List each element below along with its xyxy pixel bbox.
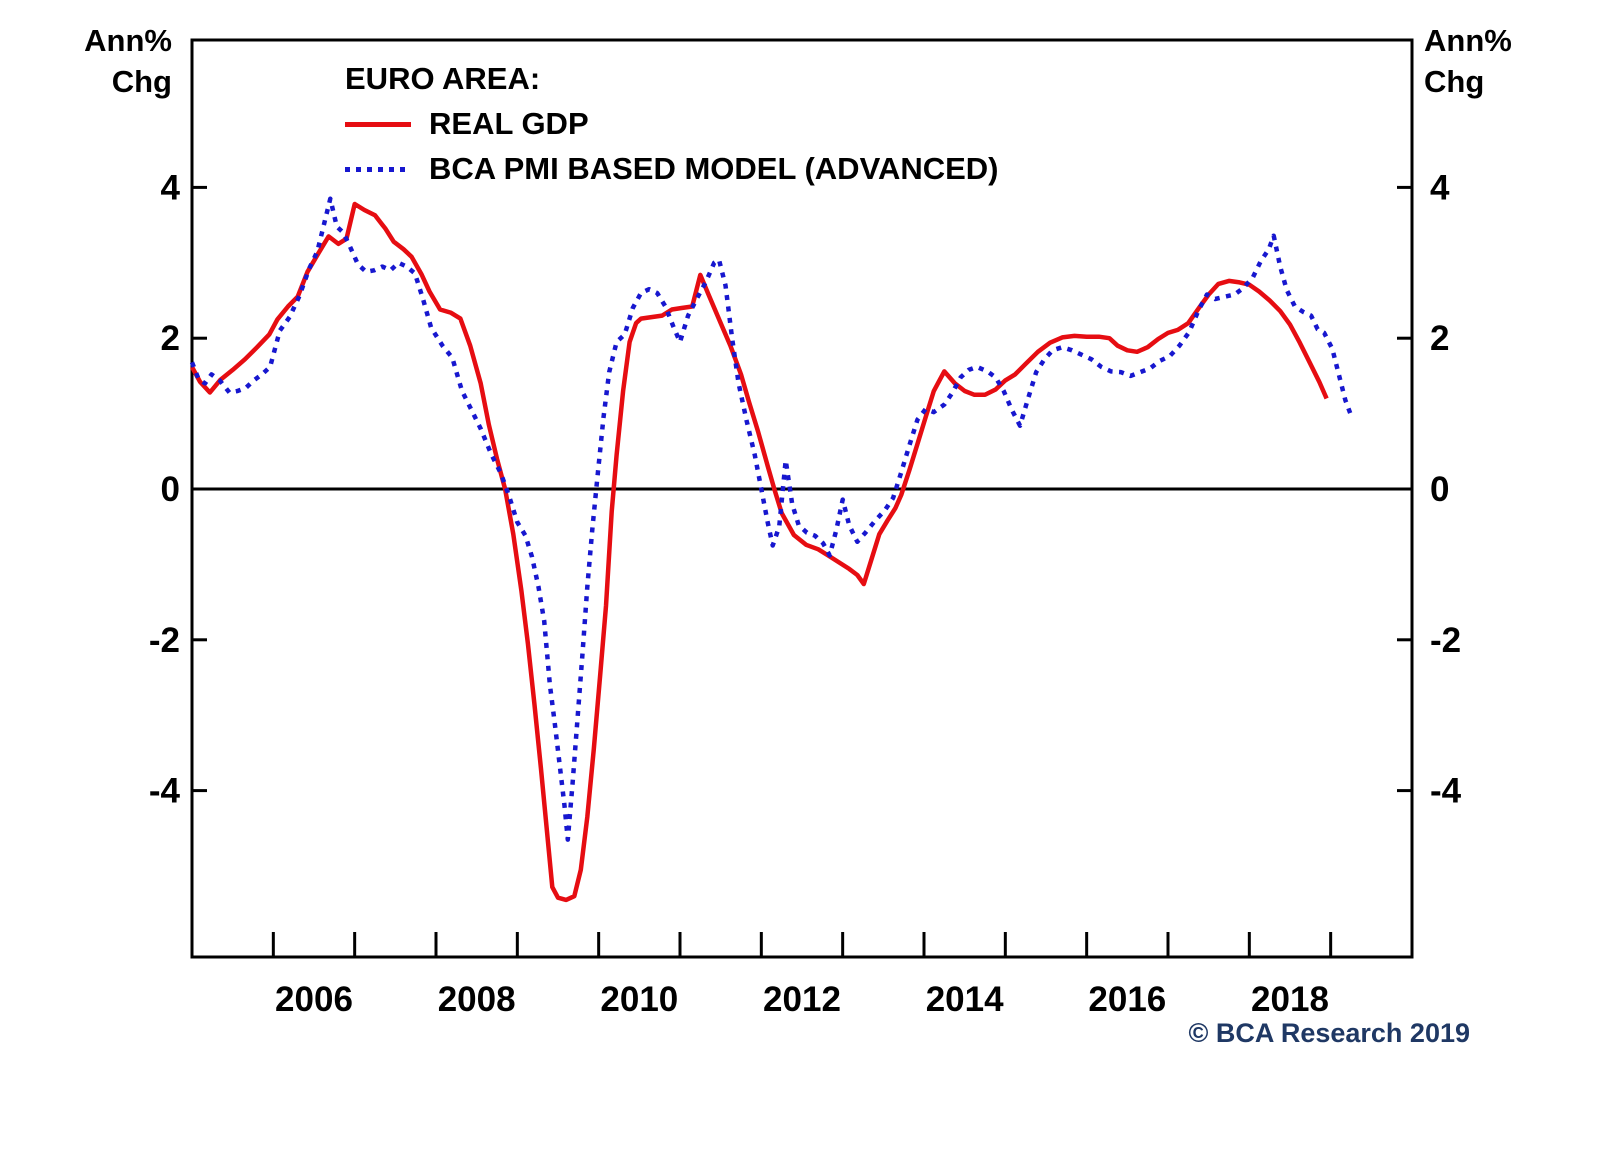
x-tick-label: 2010 — [600, 980, 678, 1019]
left-axis-title: Ann% Chg — [0, 20, 172, 102]
y-tick-label-right: -2 — [1430, 621, 1461, 660]
left-axis-title-line2: Chg — [111, 64, 172, 99]
legend-title: EURO AREA: — [345, 61, 541, 96]
legend-item-real-gdp: REAL GDP — [345, 105, 999, 143]
left-axis-title-line1: Ann% — [84, 23, 172, 58]
x-tick-label: 2016 — [1088, 980, 1166, 1019]
x-tick-label: 2008 — [438, 980, 516, 1019]
series-line-real-gdp — [190, 201, 1329, 903]
y-tick-label-left: -4 — [149, 772, 181, 811]
x-tick-label: 2014 — [926, 980, 1004, 1019]
y-tick-label-left: 4 — [161, 168, 181, 207]
y-tick-label-right: 2 — [1430, 319, 1449, 358]
pmi-model-line-swatch — [345, 166, 411, 172]
y-tick-label-right: 0 — [1430, 470, 1449, 509]
legend-item-pmi-model: BCA PMI BASED MODEL (ADVANCED) — [345, 150, 999, 188]
y-tick-label-left: 0 — [161, 470, 180, 509]
series-line-pmi-model — [189, 196, 1354, 842]
y-tick-label-right: 4 — [1430, 168, 1450, 207]
y-tick-label-right: -4 — [1430, 772, 1462, 811]
legend: EURO AREA: REAL GDP BCA PMI BASED MODEL … — [345, 60, 999, 188]
legend-label-real-gdp: REAL GDP — [429, 106, 589, 141]
right-axis-title: Ann% Chg — [1424, 20, 1594, 102]
legend-label-pmi-model: BCA PMI BASED MODEL (ADVANCED) — [429, 151, 999, 186]
x-tick-label: 2006 — [275, 980, 353, 1019]
x-tick-label: 2018 — [1251, 980, 1329, 1019]
right-axis-title-line2: Chg — [1424, 64, 1485, 99]
right-axis-title-line1: Ann% — [1424, 23, 1512, 58]
plot-border — [190, 38, 1414, 959]
x-tick-label: 2012 — [763, 980, 841, 1019]
y-tick-label-left: -2 — [149, 621, 180, 660]
real-gdp-line-swatch — [345, 121, 411, 127]
copyright: © BCA Research 2019 — [1188, 1018, 1470, 1048]
y-tick-label-left: 2 — [161, 319, 180, 358]
